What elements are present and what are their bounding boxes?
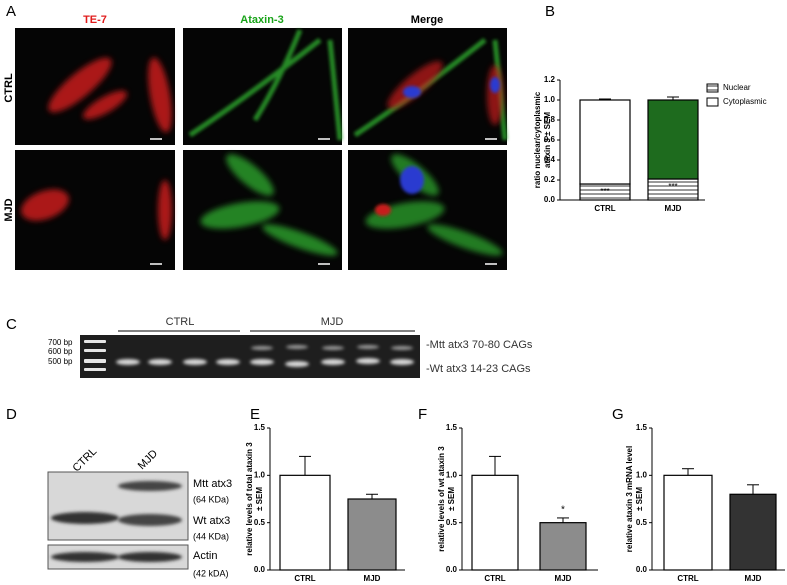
band-size: (42 kDA) [193,568,229,578]
bar-segment [647,99,699,180]
blot-image [47,471,189,570]
y-tick-label: 1.0 [636,470,648,479]
panel-label: B [545,3,555,20]
annotation: *** [668,182,677,191]
band-size: (44 KDa) [193,531,229,541]
column-header: Ataxin-3 [240,14,283,26]
bar [663,474,713,571]
micrograph [183,28,343,145]
y-tick-label: 0.5 [636,518,648,527]
y-axis-label: ± SEM [447,487,456,511]
y-tick-label: 0.0 [636,565,648,574]
y-tick-label: 1.0 [544,95,556,104]
row-label: CTRL [3,73,15,103]
micrograph [183,150,342,270]
legend-label: Cytoplasmic [723,97,767,106]
y-axis-label: ± SEM [255,487,264,511]
y-tick-label: 0.0 [254,565,266,574]
legend-swatch [706,97,719,107]
y-tick-label: 0.4 [544,155,556,164]
ladder-label: 700 bp [48,338,73,347]
y-tick-label: 1.5 [254,423,266,432]
band-name: Wt atx3 [193,515,230,527]
y-tick-label: 1.0 [446,470,458,479]
micrograph [348,28,508,145]
bar [729,493,777,571]
lane-label: CTRL [71,446,100,475]
band-name: Mtt atx3 [193,478,232,490]
x-tick-label: CTRL [677,574,698,583]
annotation: *** [600,187,609,196]
y-tick-label: 1.5 [636,423,648,432]
micrograph [15,28,175,145]
y-axis-label: ataxin 3 ± SEM [543,112,552,168]
band-label: -Mtt atx3 70-80 CAGs [426,339,533,351]
micrograph [15,150,175,270]
bar [539,522,587,571]
y-axis-label: ratio nuclear/cytoplasmic [533,91,542,188]
y-axis-label: relative levels of total ataxin 3 [245,442,254,556]
panel-label: D [6,406,17,423]
x-tick-label: MJD [364,574,381,583]
lane-label: MJD [136,448,161,473]
y-tick-label: 1.5 [446,423,458,432]
y-tick-label: 1.0 [254,470,266,479]
annotation: * [561,505,565,516]
bar [279,474,331,571]
row-label: MJD [3,198,15,221]
y-axis-label: relative ataxin 3 mRNA level [625,446,634,552]
x-tick-label: MJD [665,204,682,213]
y-tick-label: 0.2 [544,175,556,184]
ladder-label: 500 bp [48,357,73,366]
x-tick-label: CTRL [594,204,615,213]
legend-label: Nuclear [723,83,751,92]
y-tick-label: 0.5 [254,518,266,527]
y-tick-label: 0.5 [446,518,458,527]
y-tick-label: 1.2 [544,75,556,84]
legend-swatch [706,83,719,93]
bar-segment [579,99,631,185]
y-tick-label: 0.0 [446,565,458,574]
band-size: (64 KDa) [193,494,229,504]
ladder-label: 600 bp [48,347,73,356]
y-axis-label: ± SEM [635,487,644,511]
band-name: Actin [193,550,217,562]
group-label: CTRL [166,316,195,328]
column-header: TE-7 [83,14,107,26]
y-tick-label: 0.6 [544,135,556,144]
column-header: Merge [411,14,443,26]
micrograph [348,150,507,270]
y-axis-label: relative levels of wt ataxin 3 [437,446,446,552]
y-tick-label: 0.0 [544,195,556,204]
panel-label: F [418,406,427,423]
panel-label: C [6,316,17,333]
panel-label: G [612,406,624,423]
gel-image [80,335,420,378]
bar [347,498,397,571]
x-tick-label: MJD [745,574,762,583]
bar [471,474,519,571]
group-label: MJD [321,316,344,328]
panel-label: A [6,3,16,20]
y-tick-label: 0.8 [544,115,556,124]
x-tick-label: CTRL [294,574,315,583]
x-tick-label: CTRL [484,574,505,583]
x-tick-label: MJD [555,574,572,583]
band-label: -Wt atx3 14-23 CAGs [426,363,531,375]
panel-label: E [250,406,260,423]
